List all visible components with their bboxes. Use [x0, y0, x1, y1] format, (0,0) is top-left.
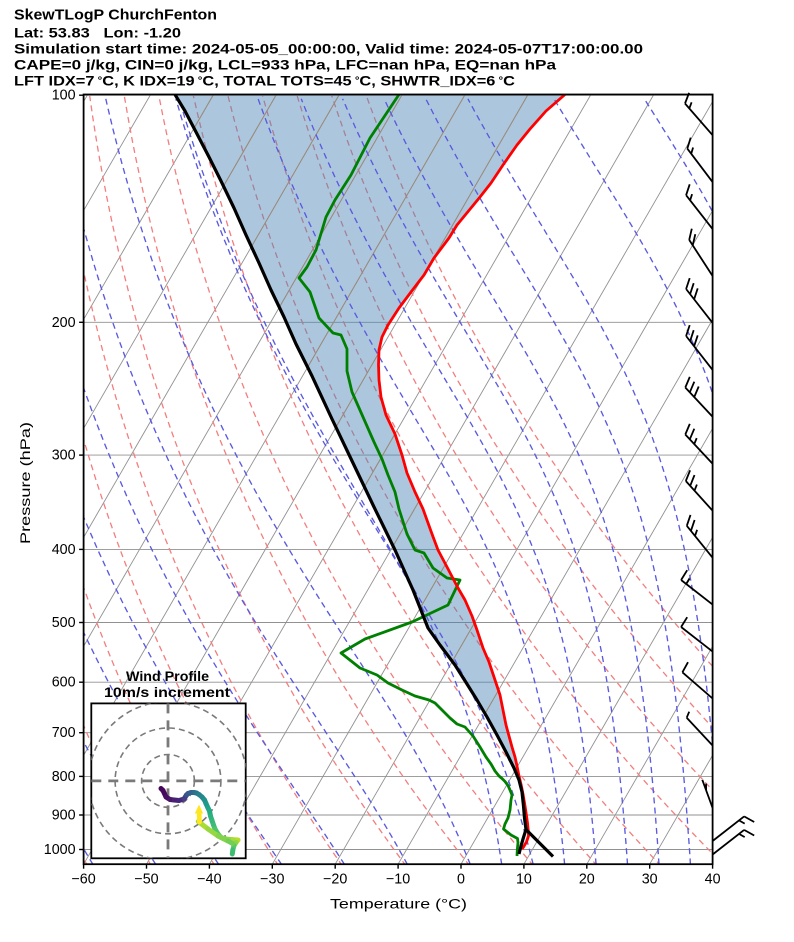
svg-text:Wind Profile: Wind Profile	[126, 669, 209, 685]
svg-text:10m/s increment: 10m/s increment	[104, 685, 230, 701]
svg-text:−60: −60	[71, 872, 95, 888]
svg-text:Temperature (°C): Temperature (°C)	[330, 896, 467, 912]
svg-text:10: 10	[516, 872, 532, 888]
svg-text:Pressure (hPa): Pressure (hPa)	[17, 422, 33, 544]
svg-text:1000: 1000	[44, 842, 76, 858]
svg-text:500: 500	[52, 615, 76, 631]
svg-text:40: 40	[705, 872, 721, 888]
svg-text:600: 600	[52, 675, 76, 691]
svg-text:SkewTLogP ChurchFenton: SkewTLogP ChurchFenton	[14, 7, 217, 24]
svg-text:300: 300	[52, 448, 76, 464]
svg-text:700: 700	[52, 725, 76, 741]
svg-text:LFT IDX=7 °C, K IDX=19 °C, TOT: LFT IDX=7 °C, K IDX=19 °C, TOTAL TOTS=45…	[14, 74, 515, 90]
svg-text:−10: −10	[386, 872, 410, 888]
svg-text:CAPE=0 j/kg, CIN=0 j/kg, LCL=9: CAPE=0 j/kg, CIN=0 j/kg, LCL=933 hPa, LF…	[14, 58, 556, 74]
svg-text:30: 30	[642, 872, 658, 888]
svg-text:100: 100	[52, 88, 76, 104]
svg-text:−20: −20	[323, 872, 347, 888]
svg-text:200: 200	[52, 315, 76, 331]
svg-text:−40: −40	[197, 872, 221, 888]
svg-text:0: 0	[457, 872, 465, 888]
svg-text:−50: −50	[134, 872, 158, 888]
svg-text:−30: −30	[260, 872, 284, 888]
svg-text:400: 400	[52, 542, 76, 558]
svg-text:800: 800	[52, 769, 76, 785]
svg-text:20: 20	[579, 872, 595, 888]
svg-text:Simulation start time: 2024-05: Simulation start time: 2024-05-05_00:00:…	[14, 42, 643, 58]
svg-text:900: 900	[52, 808, 76, 824]
svg-text:Lat: 53.83 Lon: -1.20: Lat: 53.83 Lon: -1.20	[14, 26, 181, 42]
